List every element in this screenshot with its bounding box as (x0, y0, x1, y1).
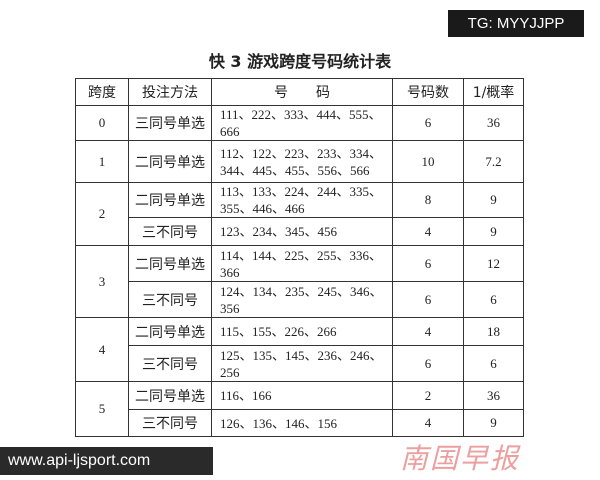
count-cell: 10 (392, 140, 464, 183)
table-row: 三不同号 126、136、146、156 4 9 (76, 409, 524, 437)
table-row: 5 二同号单选 116、166 2 36 (75, 381, 524, 437)
odds-cell: 9 (463, 409, 524, 437)
numbers-cell: 123、234、345、456 (211, 217, 393, 246)
count-cell: 6 (392, 105, 464, 141)
numbers-cell: 114、144、225、255、336、366 (211, 245, 393, 282)
method-cell: 三不同号 (128, 409, 212, 437)
header-odds: 1/概率 (463, 78, 524, 106)
method-cell: 二同号单选 (128, 317, 212, 346)
numbers-cell: 111、222、333、444、555、666 (211, 105, 393, 141)
table-row: 三不同号 124、134、235、245、346、356 6 6 (76, 281, 524, 318)
header-span: 跨度 (75, 78, 129, 106)
table-row: 3 二同号单选 114、144、225、255、336、366 6 12 (75, 245, 524, 318)
method-cell: 二同号单选 (128, 140, 212, 183)
odds-cell: 6 (463, 281, 524, 318)
table-row: 三不同号 125、135、145、236、246、256 6 6 (76, 345, 524, 382)
numbers-cell: 126、136、146、156 (211, 409, 393, 437)
table-row: 三不同号 123、234、345、456 4 9 (76, 217, 524, 246)
count-cell: 4 (392, 409, 464, 437)
count-cell: 2 (392, 381, 464, 410)
count-cell: 6 (392, 345, 464, 382)
odds-cell: 6 (463, 345, 524, 382)
newspaper-logo-watermark: 南国早报 (400, 442, 521, 475)
numbers-cell: 125、135、145、236、246、256 (211, 345, 393, 382)
numbers-cell: 116、166 (211, 381, 393, 410)
span-cell: 4 (75, 317, 129, 382)
method-cell: 二同号单选 (128, 182, 212, 218)
method-cell: 三不同号 (128, 217, 212, 246)
odds-cell: 12 (463, 245, 524, 282)
numbers-cell: 113、133、224、244、335、355、446、466 (211, 182, 393, 218)
tg-watermark: TG: MYYJJPP (448, 10, 584, 37)
odds-cell: 9 (463, 182, 524, 218)
url-watermark: www.api-ljsport.com (0, 447, 213, 475)
odds-cell: 36 (463, 105, 524, 141)
span-cell: 2 (75, 182, 129, 246)
odds-cell: 18 (463, 317, 524, 346)
table-row: 4 二同号单选 115、155、226、266 4 18 (75, 317, 524, 382)
span-cell: 5 (75, 381, 129, 437)
method-cell: 二同号单选 (128, 381, 212, 410)
table-title: 快 3 游戏跨度号码统计表 (208, 52, 392, 71)
numbers-cell: 115、155、226、266 (211, 317, 393, 346)
method-cell: 三不同号 (128, 345, 212, 382)
numbers-cell: 112、122、223、233、334、344、445、455、556、566 (211, 140, 393, 183)
count-cell: 8 (392, 182, 464, 218)
table-row: 2 二同号单选 113、133、224、244、335、355、446、466 … (75, 182, 524, 246)
count-cell: 6 (392, 245, 464, 282)
table-row: 0 三同号单选 111、222、333、444、555、666 6 36 (75, 105, 524, 141)
count-cell: 6 (392, 281, 464, 318)
method-cell: 二同号单选 (128, 245, 212, 282)
span-cell: 0 (75, 105, 129, 141)
odds-cell: 7.2 (463, 140, 524, 183)
header-row: 跨度 投注方法 号 码 号码数 1/概率 (75, 78, 524, 106)
header-numbers: 号 码 (211, 78, 393, 106)
odds-cell: 9 (463, 217, 524, 246)
count-cell: 4 (392, 317, 464, 346)
span-cell: 3 (75, 245, 129, 318)
method-cell: 三同号单选 (128, 105, 212, 141)
span-stats-table: 跨度 投注方法 号 码 号码数 1/概率 0 三同号单选 111、222、333… (75, 78, 524, 437)
table-row: 1 二同号单选 112、122、223、233、334、344、445、455、… (75, 140, 524, 183)
count-cell: 4 (392, 217, 464, 246)
span-cell: 1 (75, 140, 129, 183)
header-count: 号码数 (392, 78, 464, 106)
method-cell: 三不同号 (128, 281, 212, 318)
odds-cell: 36 (463, 381, 524, 410)
header-method: 投注方法 (128, 78, 212, 106)
numbers-cell: 124、134、235、245、346、356 (211, 281, 393, 318)
